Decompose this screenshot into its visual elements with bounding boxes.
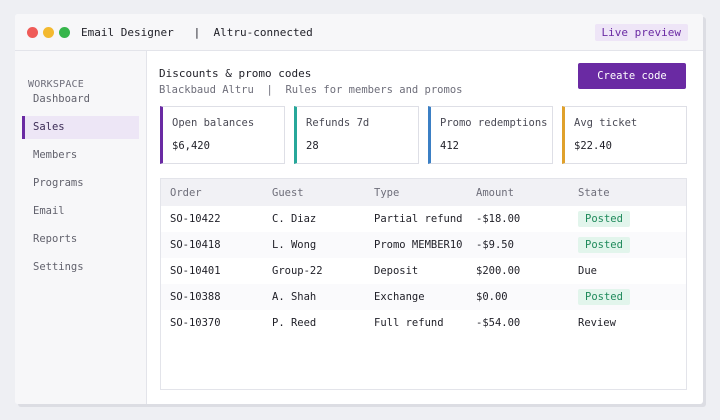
column-header-amount[interactable]: Amount — [476, 187, 514, 199]
stat-card-label: Open balances — [172, 117, 255, 129]
stat-card-value: 28 — [306, 140, 319, 152]
state-cell: Due — [578, 265, 597, 277]
table-row[interactable]: SO-10370 P. Reed Full refund -$54.00 Rev… — [161, 310, 686, 336]
column-header-state[interactable]: State — [578, 187, 610, 199]
column-header-order[interactable]: Order — [170, 187, 202, 199]
app-context: Altru-connected — [213, 26, 313, 39]
sidebar-item-members[interactable]: Members — [33, 149, 78, 161]
guest-cell: P. Reed — [272, 317, 317, 329]
table-row[interactable]: SO-10422 C. Diaz Partial refund -$18.00 … — [161, 206, 686, 232]
stat-card-refunds: Refunds 7d 28 — [294, 106, 419, 164]
amount-cell: -$18.00 — [476, 213, 521, 225]
column-header-guest[interactable]: Guest — [272, 187, 304, 199]
status-badge: Posted — [578, 289, 630, 305]
main-content: Discounts & promo codes Blackbaud Altru … — [148, 51, 703, 404]
title-separator: | — [193, 26, 201, 39]
stat-card-label: Promo redemptions — [440, 117, 548, 129]
state-cell: Review — [578, 317, 616, 329]
order-id-cell: SO-10370 — [170, 317, 221, 329]
window-title: Email Designer | Altru-connected — [81, 26, 313, 39]
sidebar-item-email[interactable]: Email — [33, 205, 65, 217]
sidebar-item-dashboard[interactable]: Dashboard — [33, 93, 90, 105]
stat-card-open-balances: Open balances $6,420 — [160, 106, 285, 164]
type-cell: Deposit — [374, 265, 419, 277]
sidebar-item-reports[interactable]: Reports — [33, 233, 78, 245]
title-bar: Email Designer | Altru-connected Live pr… — [15, 14, 703, 51]
breadcrumb-source: Blackbaud Altru — [159, 84, 254, 96]
type-cell: Promo MEMBER10 — [374, 239, 463, 251]
table-row[interactable]: SO-10388 A. Shah Exchange $0.00 Posted — [161, 284, 686, 310]
page-title: Discounts & promo codes — [159, 67, 312, 80]
create-code-button[interactable]: Create code — [578, 63, 686, 89]
status-badge: Posted — [578, 237, 630, 253]
amount-cell: $0.00 — [476, 291, 508, 303]
table-row[interactable]: SO-10418 L. Wong Promo MEMBER10 -$9.50 P… — [161, 232, 686, 258]
guest-cell: Group-22 — [272, 265, 323, 277]
breadcrumb: Blackbaud Altru | Rules for members and … — [159, 84, 462, 96]
stat-card-label: Refunds 7d — [306, 117, 370, 129]
order-id-cell: SO-10401 — [170, 265, 221, 277]
stat-card-avg-ticket: Avg ticket $22.40 — [562, 106, 687, 164]
sidebar-item-settings[interactable]: Settings — [33, 261, 84, 273]
column-header-type[interactable]: Type — [374, 187, 400, 199]
guest-cell: L. Wong — [272, 239, 317, 251]
amount-cell: -$9.50 — [476, 239, 514, 251]
live-preview-badge[interactable]: Live preview — [594, 24, 688, 41]
order-id-cell: SO-10422 — [170, 213, 221, 225]
stat-card-value: 412 — [440, 140, 459, 152]
close-window-button[interactable] — [27, 27, 38, 38]
amount-cell: $200.00 — [476, 265, 521, 277]
app-name: Email Designer — [81, 26, 174, 39]
workspace-section-label: WORKSPACE — [28, 79, 84, 90]
app-window: Email Designer | Altru-connected Live pr… — [15, 14, 703, 404]
type-cell: Full refund — [374, 317, 444, 329]
minimize-window-button[interactable] — [43, 27, 54, 38]
status-badge: Posted — [578, 211, 630, 227]
table-row[interactable]: SO-10401 Group-22 Deposit $200.00 Due — [161, 258, 686, 284]
maximize-window-button[interactable] — [59, 27, 70, 38]
amount-cell: -$54.00 — [476, 317, 521, 329]
type-cell: Partial refund — [374, 213, 463, 225]
type-cell: Exchange — [374, 291, 425, 303]
breadcrumb-description: Rules for members and promos — [285, 84, 463, 96]
stat-card-promo-redemptions: Promo redemptions 412 — [428, 106, 553, 164]
stat-card-value: $22.40 — [574, 140, 612, 152]
orders-table: Order Guest Type Amount State SO-10422 C… — [160, 178, 687, 390]
stat-card-value: $6,420 — [172, 140, 210, 152]
sidebar: WORKSPACE Dashboard Sales Members Progra… — [15, 51, 147, 404]
guest-cell: C. Diaz — [272, 213, 317, 225]
guest-cell: A. Shah — [272, 291, 317, 303]
order-id-cell: SO-10418 — [170, 239, 221, 251]
order-id-cell: SO-10388 — [170, 291, 221, 303]
breadcrumb-separator: | — [266, 84, 273, 96]
stat-card-label: Avg ticket — [574, 117, 638, 129]
sidebar-item-programs[interactable]: Programs — [33, 177, 84, 189]
sidebar-item-sales[interactable]: Sales — [22, 116, 139, 139]
table-header: Order Guest Type Amount State — [161, 179, 686, 206]
